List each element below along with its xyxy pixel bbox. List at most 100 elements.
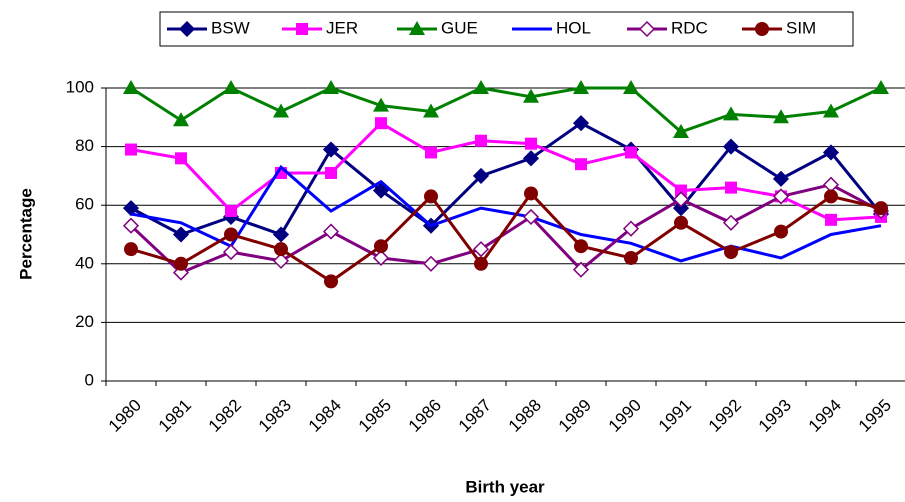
- data-point: [772, 170, 790, 187]
- legend-marker: [296, 23, 308, 35]
- data-point: [423, 103, 439, 118]
- data-point: [125, 143, 137, 156]
- data-point: [774, 224, 788, 239]
- x-tick-label: 1989: [555, 396, 595, 436]
- data-point: [274, 242, 288, 257]
- x-tick-label: 1985: [355, 396, 395, 436]
- data-point: [122, 217, 140, 234]
- data-point: [272, 226, 290, 243]
- data-point: [675, 184, 687, 197]
- series-line: [130, 121, 883, 237]
- data-point: [873, 80, 889, 94]
- x-tick-label: 1988: [505, 396, 545, 436]
- data-point: [724, 245, 738, 260]
- data-point: [525, 137, 537, 150]
- x-tick-label: 1995: [855, 396, 895, 436]
- x-tick-label: 1984: [305, 396, 345, 436]
- data-point: [375, 117, 387, 130]
- data-point: [522, 208, 540, 225]
- data-point: [674, 215, 688, 230]
- legend-box: [159, 11, 854, 47]
- data-point: [172, 226, 190, 243]
- legend-label: GUE: [441, 18, 478, 37]
- series-line: [130, 191, 882, 284]
- series-line: [130, 164, 882, 263]
- legend-marker: [409, 21, 425, 35]
- data-point: [324, 274, 338, 289]
- x-tick-label: 1986: [405, 396, 445, 436]
- x-tick-label: 1987: [455, 396, 495, 436]
- data-point: [122, 200, 140, 217]
- data-point: [272, 252, 290, 269]
- data-point: [273, 103, 289, 118]
- data-point: [424, 189, 438, 204]
- data-point: [123, 80, 139, 94]
- series-line: [129, 183, 882, 275]
- data-point: [824, 189, 838, 204]
- y-tick-label: 20: [75, 312, 94, 331]
- data-point: [573, 80, 589, 94]
- data-point: [474, 256, 488, 271]
- data-point: [223, 80, 239, 94]
- data-point: [623, 80, 639, 94]
- legend-marker: [178, 20, 196, 38]
- data-point: [372, 182, 390, 199]
- x-tick-label: 1994: [805, 396, 845, 436]
- x-tick-label: 1980: [105, 396, 145, 436]
- series-line: [130, 121, 882, 222]
- data-point: [572, 261, 590, 278]
- data-point: [374, 239, 388, 254]
- data-point: [222, 244, 240, 261]
- legend-label: JER: [326, 18, 358, 37]
- data-point: [524, 186, 538, 201]
- x-tick-label: 1992: [705, 396, 745, 436]
- data-point: [725, 181, 737, 194]
- data-point: [472, 241, 490, 258]
- y-tick-label: 40: [75, 253, 94, 272]
- data-point: [575, 158, 587, 171]
- x-tick-label: 1991: [655, 396, 695, 436]
- data-point: [173, 112, 189, 127]
- x-tick-label: 1981: [155, 396, 195, 436]
- y-tick-label: 0: [85, 370, 94, 389]
- y-tick-label: 100: [66, 77, 94, 96]
- data-point: [672, 200, 690, 217]
- data-point: [822, 144, 840, 161]
- series-line: [130, 86, 882, 134]
- data-point: [472, 167, 490, 184]
- data-point: [422, 255, 440, 272]
- data-point: [473, 80, 489, 94]
- data-point: [772, 188, 790, 205]
- data-point: [475, 134, 487, 147]
- data-point: [325, 166, 337, 179]
- legend-label: RDC: [671, 18, 708, 37]
- y-axis-title: Percentage: [16, 188, 35, 280]
- x-tick-label: 1993: [755, 396, 795, 436]
- data-point: [372, 249, 390, 267]
- x-tick-label: 1990: [605, 396, 645, 436]
- data-point: [823, 103, 839, 118]
- data-point: [624, 250, 638, 265]
- data-point: [622, 220, 640, 237]
- data-point: [174, 256, 188, 271]
- legend-label: HOL: [556, 18, 591, 37]
- data-point: [874, 201, 888, 216]
- data-point: [224, 227, 238, 242]
- data-point: [323, 80, 339, 94]
- data-point: [373, 97, 389, 112]
- x-tick-label: 1983: [255, 396, 295, 436]
- data-point: [723, 106, 739, 121]
- data-point: [625, 146, 637, 159]
- data-point: [523, 88, 539, 103]
- data-point: [574, 239, 588, 254]
- data-point: [672, 191, 690, 208]
- x-tick-label: 1982: [205, 396, 245, 436]
- data-point: [322, 223, 340, 240]
- data-point: [124, 242, 138, 257]
- data-point: [425, 146, 437, 159]
- data-point: [722, 214, 740, 231]
- legend-marker: [755, 22, 769, 36]
- data-point: [175, 152, 187, 165]
- data-point: [825, 213, 837, 226]
